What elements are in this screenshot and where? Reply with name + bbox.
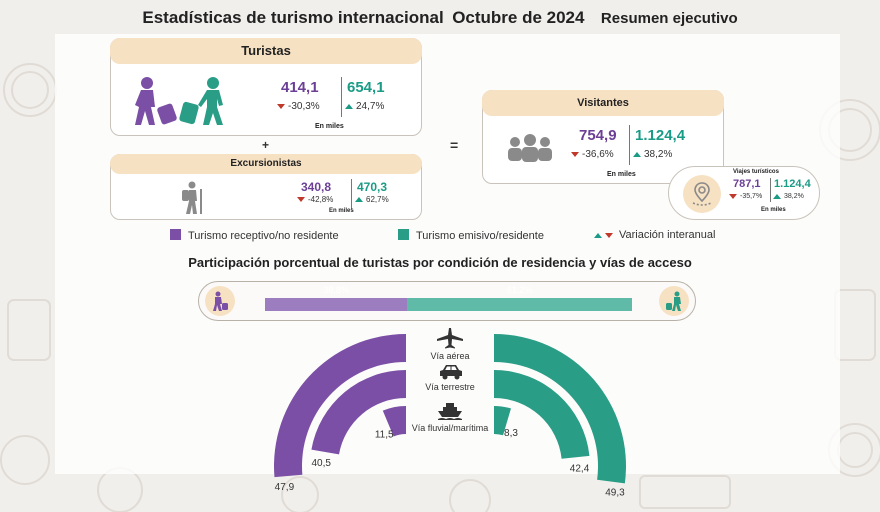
equals-operator: =: [450, 137, 459, 153]
radial-bar-receptivo-2: [382, 406, 406, 437]
plus-operator: +: [262, 138, 270, 152]
visitantes-receptivo-value: 754,9: [579, 127, 617, 144]
radial-bar-emisivo-2: [494, 406, 511, 436]
triangle-up-icon: [773, 193, 781, 199]
share-bar-emisivo: [407, 298, 632, 311]
turistas-header: Turistas: [110, 38, 422, 64]
excursionistas-header: Excursionistas: [110, 154, 422, 174]
radial-label-emisivo-2: 8,3: [504, 428, 518, 439]
title-period: Octubre de 2024: [452, 8, 585, 27]
group-of-people-icon: [508, 134, 552, 162]
triangle-down-icon: [297, 197, 305, 203]
triangle-down-icon: [605, 232, 613, 238]
mode-label-fluvial: Vía fluvial/marítima: [411, 423, 489, 433]
excursionistas-emisivo-variation: 62,7%: [355, 195, 389, 204]
traveler-emisivo-icon: [666, 291, 681, 311]
radial-bar-emisivo-1: [494, 370, 590, 459]
turistas-emisivo-value: 654,1: [347, 79, 385, 96]
triangle-down-icon: [729, 193, 737, 199]
turistas-receptivo-value: 414,1: [281, 79, 319, 96]
legend-variacion: Variación interanual: [594, 229, 715, 241]
share-label-emisivo: 61,2%: [506, 285, 533, 295]
excursionistas-divider: [351, 179, 352, 209]
excursionistas-receptivo-value: 340,8: [301, 180, 332, 194]
travelers-with-luggage-icon: [135, 77, 223, 125]
excursionistas-unit: En miles: [329, 208, 354, 214]
excursionistas-emisivo-value: 470,3: [357, 180, 388, 194]
turistas-divider: [341, 77, 342, 117]
legend-swatch-emisivo: [398, 229, 409, 240]
turistas-receptivo-variation: -30,3%: [277, 101, 320, 112]
visitantes-unit: En miles: [607, 171, 636, 178]
viajes-icon-circle: [683, 175, 721, 213]
radial-label-receptivo-2: 11,5: [375, 430, 394, 441]
mode-label-terrestre: Vía terrestre: [425, 382, 475, 392]
viajes-header: Viajes turísticos: [733, 169, 779, 175]
viajes-unit: En miles: [761, 207, 786, 213]
car-icon: [440, 365, 462, 380]
legend-emisivo: Turismo emisivo/residente: [398, 229, 544, 242]
page-title: Estadísticas de turismo internacional Oc…: [0, 8, 880, 28]
viajes-receptivo-value: 787,1: [733, 178, 761, 190]
emisivo-icon-circle: [659, 286, 689, 316]
title-main: Estadísticas de turismo internacional: [142, 8, 444, 27]
visitantes-emisivo-value: 1.124,4: [635, 127, 686, 144]
mode-label-aerea: Vía aérea: [430, 351, 470, 361]
triangle-up-icon: [355, 197, 363, 203]
turistas-card: Turistas 414,1 654,1 -30,3% 24,7% En mil…: [110, 38, 422, 136]
visitantes-header: Visitantes: [482, 90, 724, 116]
radial-label-emisivo-0: 49,3: [605, 488, 625, 499]
radial-bar-receptivo-0: [274, 334, 406, 478]
viajes-card: Viajes turísticos 787,1 1.124,4 -35,7% 3…: [668, 166, 820, 220]
excursionistas-receptivo-variation: -42,8%: [297, 195, 333, 204]
legend-swatch-receptivo: [170, 229, 181, 240]
visitantes-divider: [629, 125, 630, 165]
traveler-receptivo-icon: [213, 291, 228, 311]
triangle-down-icon: [277, 103, 285, 109]
viajes-emisivo-variation: 38,2%: [773, 193, 804, 200]
turistas-emisivo-variation: 24,7%: [345, 101, 384, 112]
triangle-up-icon: [594, 232, 602, 238]
triangle-up-icon: [345, 103, 353, 109]
legend-receptivo: Turismo receptivo/no residente: [170, 229, 339, 242]
radial-label-receptivo-0: 47,9: [275, 482, 295, 493]
airplane-icon: [437, 328, 463, 349]
viajes-receptivo-variation: -35,7%: [729, 193, 762, 200]
triangle-up-icon: [633, 151, 641, 157]
radial-label-emisivo-1: 42,4: [570, 463, 590, 474]
title-report: Resumen ejecutivo: [600, 10, 738, 27]
hiker-icon: [182, 181, 202, 214]
share-bar-receptivo: [265, 298, 408, 311]
map-pin-route-icon: [692, 182, 712, 206]
turistas-unit: En miles: [315, 123, 344, 130]
excursionistas-card: Excursionistas 340,8 470,3 -42,8% 62,7% …: [110, 154, 422, 220]
share-label-receptivo: 38,8%: [323, 285, 349, 295]
visitantes-emisivo-variation: 38,2%: [633, 149, 672, 160]
visitantes-card: Visitantes 754,9 1.124,4 -36,6% 38,2% En…: [482, 90, 724, 184]
chart-title: Participación porcentual de turistas por…: [188, 255, 692, 270]
radial-bar-emisivo-0: [494, 334, 626, 484]
radial-bar-receptivo-1: [311, 370, 406, 455]
ship-icon: [438, 403, 462, 420]
radial-label-receptivo-1: 40,5: [311, 458, 331, 469]
visitantes-receptivo-variation: -36,6%: [571, 149, 614, 160]
viajes-emisivo-value: 1.124,4: [774, 178, 811, 190]
viajes-divider: [770, 178, 771, 202]
triangle-down-icon: [571, 151, 579, 157]
receptivo-icon-circle: [205, 286, 235, 316]
